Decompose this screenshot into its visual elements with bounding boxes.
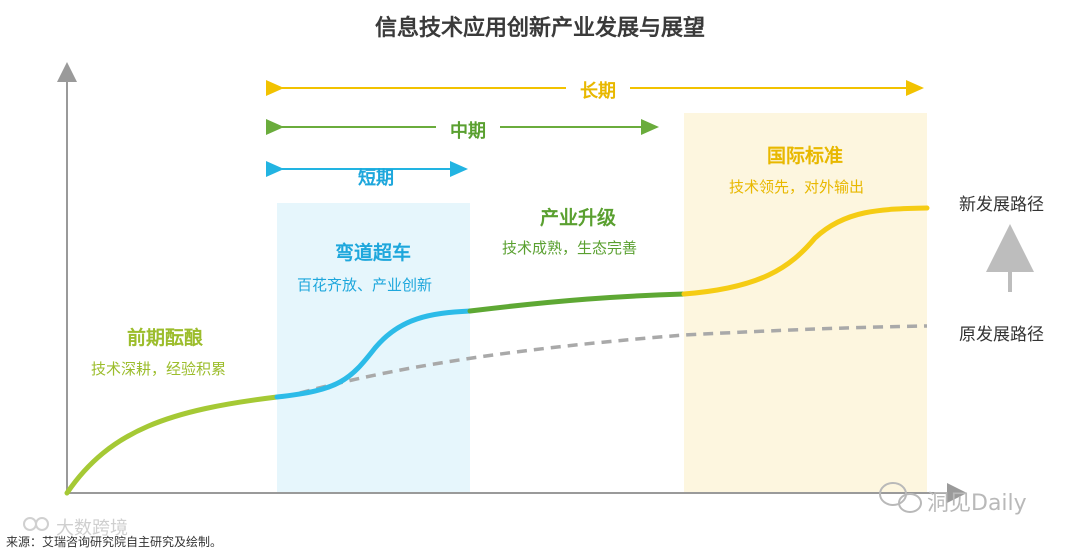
watermark-left: 大数跨境: [56, 518, 128, 539]
original-path-label: 原发展路径: [959, 325, 1044, 345]
short-term-label: 短期: [358, 168, 394, 189]
diagram-title: 信息技术应用创新产业发展与展望: [374, 16, 705, 41]
phase-desc-upgrade: 技术成熟，生态完善: [502, 239, 638, 257]
watermark-right: 洞见Daily: [927, 491, 1027, 516]
curve-segment-upgrade: [467, 291, 687, 314]
phase-desc-international: 技术领先，对外输出: [729, 178, 865, 196]
long-term-box: [684, 113, 927, 493]
curve-segment-leap: [274, 308, 473, 400]
phase-desc-leap: 百花齐放、产业创新: [297, 276, 433, 294]
mid-term-label: 中期: [436, 117, 500, 143]
curve-segment-early: [64, 394, 280, 496]
new-path-label: 新发展路径: [959, 195, 1044, 215]
phase-title-international: 国际标准: [767, 145, 844, 167]
source-note: 来源：艾瑞咨询研究院自主研究及绘制。: [6, 535, 223, 549]
long-term-label: 长期: [566, 77, 630, 103]
phase-desc-early: 技术深耕，经验积累: [91, 360, 227, 378]
original-path-curve: [299, 324, 928, 395]
phase-title-upgrade: 产业升级: [540, 207, 617, 229]
phase-title-early: 前期酝酿: [127, 327, 204, 349]
wechat-icon: [879, 482, 922, 513]
curve-segment-international: [681, 205, 930, 297]
phase-title-leap: 弯道超车: [335, 242, 412, 264]
brand-mark-icon: [23, 517, 49, 531]
